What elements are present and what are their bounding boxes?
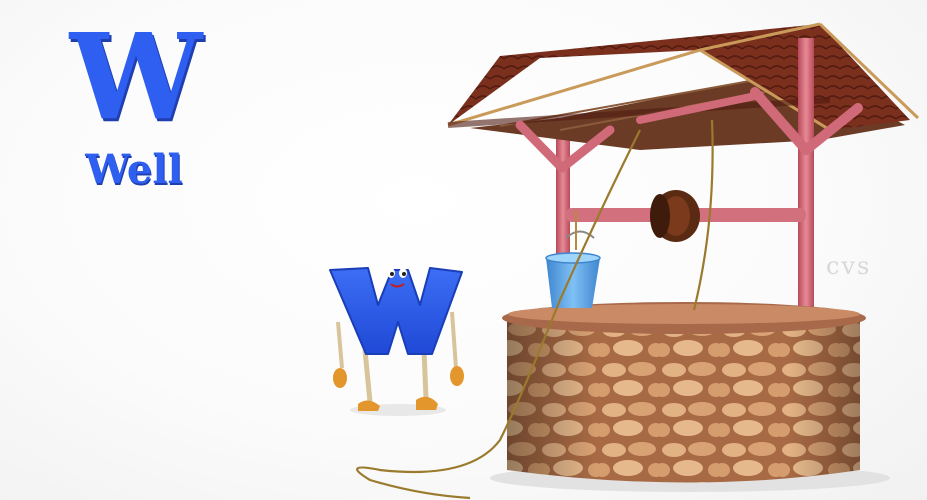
- well-post-front-right: [798, 38, 814, 314]
- wishing-well-icon: [356, 22, 920, 500]
- bucket-icon: [546, 258, 600, 308]
- well-rope: [356, 129, 641, 500]
- letter-w-character-icon: [329, 267, 464, 416]
- lesson-word: Well: [85, 146, 183, 193]
- lesson-letter: W: [69, 7, 203, 146]
- watermark: cvs: [826, 252, 872, 280]
- letter-w-body: [329, 267, 463, 355]
